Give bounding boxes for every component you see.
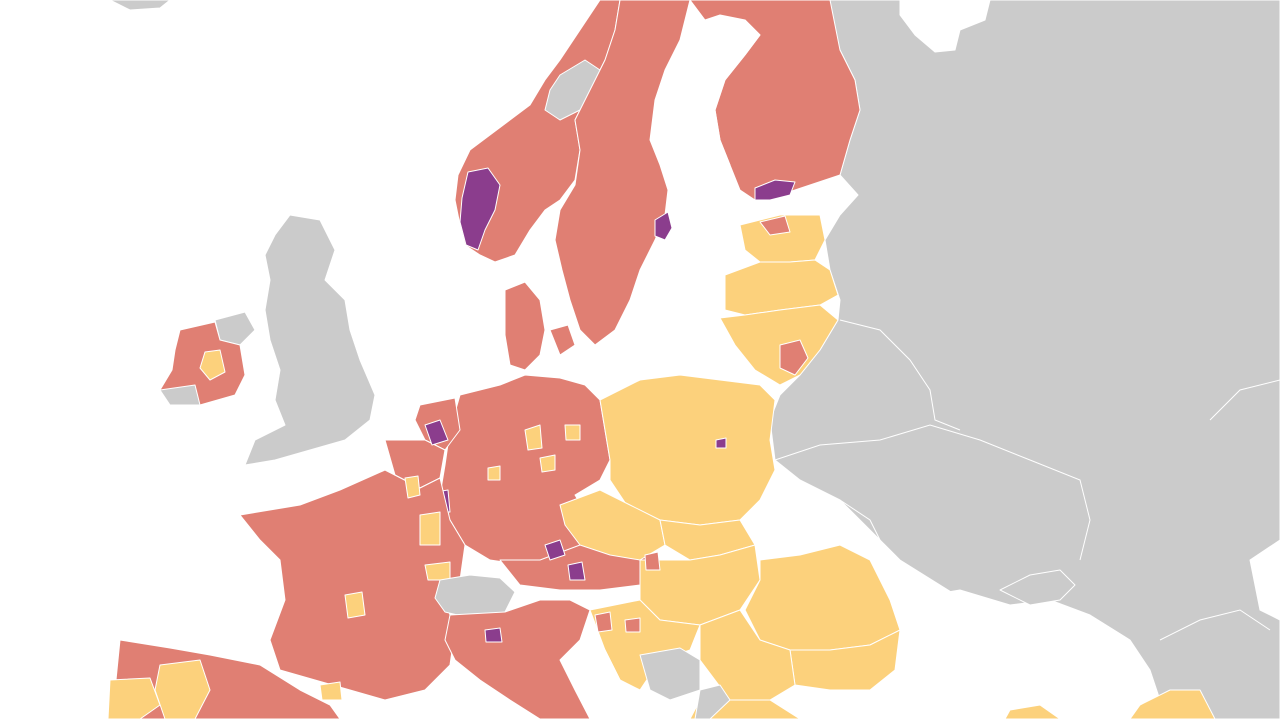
region-zealand [549, 324, 576, 356]
region-france-low-2 [424, 561, 451, 581]
region-white-sea [899, 0, 991, 53]
region-helsinki-top [754, 179, 796, 201]
region-spain-low-2 [154, 659, 211, 719]
border-ukraine [774, 424, 1091, 561]
region-switzerland [434, 574, 516, 619]
region-ireland-west-grey [159, 384, 201, 406]
region-norway-west-top [459, 167, 501, 251]
region-stockholm-top [654, 211, 673, 241]
border-belarus [839, 319, 961, 431]
region-grey-top-left [109, 0, 171, 11]
region-germany-low-1 [524, 424, 543, 451]
region-france-low-3 [344, 591, 366, 619]
region-bratislava-high [644, 551, 661, 571]
region-germany-low-3 [564, 424, 581, 441]
region-italy-north [444, 599, 591, 719]
region-turkey-edge [1004, 704, 1061, 719]
region-great-britain [244, 214, 376, 466]
region-mediterranean [344, 669, 501, 719]
region-caspian [1249, 539, 1280, 621]
region-bulgaria [789, 629, 901, 691]
region-milan-top [484, 627, 503, 643]
region-sweden [554, 0, 691, 346]
region-france-low-4 [319, 681, 343, 701]
region-czechia [559, 489, 666, 561]
region-ljubljana-high [594, 611, 613, 633]
border-kazakhstan [1209, 379, 1280, 421]
region-tallinn-high [759, 215, 791, 236]
region-serbia [699, 609, 796, 701]
region-denmark [504, 281, 546, 371]
region-germany-low-4 [487, 465, 501, 481]
region-poland [599, 374, 776, 526]
border-moldova [839, 499, 891, 561]
region-vilnius-high [779, 339, 809, 376]
region-spain-low-1 [107, 677, 161, 719]
region-warsaw-top [715, 437, 727, 449]
region-germany-low-2 [539, 454, 556, 473]
border-caucasus [1159, 609, 1271, 641]
region-zagreb-high [624, 617, 641, 633]
region-munich-top [544, 539, 566, 561]
region-france-low-1 [419, 511, 441, 546]
region-ireland-low [199, 349, 226, 381]
region-czechia-top-seg [424, 419, 449, 446]
region-vienna-top [567, 561, 586, 581]
region-crimea [999, 569, 1076, 606]
region-gulf-bothnia [654, 19, 761, 176]
region-lille-low [404, 475, 421, 499]
region-adriatic [574, 639, 641, 719]
region-latvia [724, 259, 839, 316]
region-turkey-east [1129, 689, 1216, 719]
region-western-balkans [694, 684, 731, 719]
region-lithuania [719, 304, 839, 386]
